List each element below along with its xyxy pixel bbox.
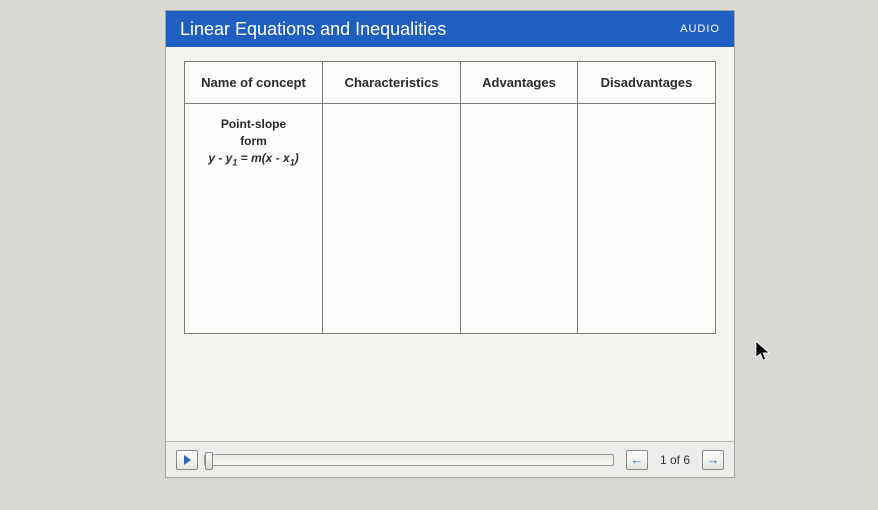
play-button[interactable]: [176, 450, 198, 470]
lesson-panel: Linear Equations and Inequalities AUDIO …: [165, 10, 735, 478]
cell-advantages: [461, 104, 578, 334]
col-header-name: Name of concept: [185, 62, 323, 104]
col-header-characteristics: Characteristics: [323, 62, 461, 104]
cell-concept-name: Point-slope form y - y1 = m(x - x1): [185, 104, 323, 334]
concept-name-line2: form: [189, 133, 318, 150]
audio-button[interactable]: AUDIO: [680, 23, 720, 35]
cell-disadvantages: [577, 104, 715, 334]
concept-table: Name of concept Characteristics Advantag…: [184, 61, 716, 334]
page-title: Linear Equations and Inequalities: [180, 19, 446, 40]
concept-name-line1: Point-slope: [189, 116, 318, 133]
cell-characteristics: [323, 104, 461, 334]
seek-thumb[interactable]: [205, 452, 213, 470]
mouse-cursor-icon: [755, 340, 773, 364]
title-bar: Linear Equations and Inequalities AUDIO: [166, 11, 734, 47]
play-icon: [184, 455, 191, 465]
concept-formula: y - y1 = m(x - x1): [189, 150, 318, 169]
prev-button[interactable]: ←: [626, 450, 648, 470]
seek-bar[interactable]: [204, 454, 614, 466]
col-header-advantages: Advantages: [461, 62, 578, 104]
table-header-row: Name of concept Characteristics Advantag…: [185, 62, 716, 104]
concept-cell: Point-slope form y - y1 = m(x - x1): [189, 110, 318, 169]
next-button[interactable]: →: [702, 450, 724, 470]
content-area: Name of concept Characteristics Advantag…: [166, 47, 734, 342]
table-row: Point-slope form y - y1 = m(x - x1): [185, 104, 716, 334]
page-counter: 1 of 6: [654, 453, 696, 467]
playback-controls: ← 1 of 6 →: [166, 441, 734, 477]
col-header-disadvantages: Disadvantages: [577, 62, 715, 104]
